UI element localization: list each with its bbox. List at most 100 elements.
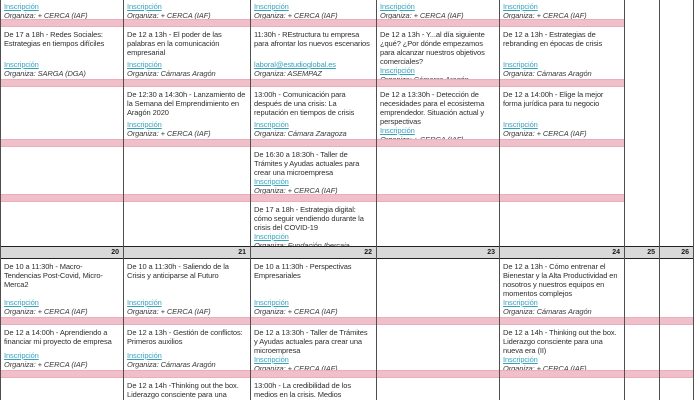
inscription-link[interactable]: Inscripción <box>503 120 538 129</box>
inscription-link[interactable]: Inscripción <box>127 351 162 360</box>
event-cell: Inscripción Organiza: + CERCA (IAF) <box>124 0 249 19</box>
event-organizer: Organiza: + CERCA (IAF) <box>503 11 587 19</box>
inscription-link[interactable]: Inscripción <box>254 298 289 307</box>
event-organizer: Organiza: + CERCA (IAF) <box>254 307 338 316</box>
event-cell: Inscripción Organiza: + CERCA (IAF) <box>377 0 498 19</box>
inscription-link[interactable]: Inscripción <box>127 120 162 129</box>
event-cell: De 12 a 13h - Y...al día siguiente ¿qué?… <box>377 28 498 79</box>
event-organizer: Organiza: + CERCA (IAF) <box>503 364 587 370</box>
pink-separator-band <box>0 139 624 147</box>
event-organizer: Organiza: Cámaras Aragón <box>127 360 216 369</box>
event-cell: De 17 a 18h - Redes Sociales: Estrategia… <box>1 28 122 79</box>
grid-line-vertical <box>659 0 660 400</box>
inscription-link[interactable]: Inscripción <box>503 2 538 11</box>
event-title: De 10 a 11:30h - Perspectivas Empresaria… <box>254 262 352 280</box>
event-cell: Inscripción Organiza: + CERCA (IAF) <box>1 0 122 19</box>
event-cell: De 12 a 13h - Gestión de conflictos: Pri… <box>124 326 249 370</box>
event-cell: De 12 a 13h - Estrategias de rebranding … <box>500 28 624 79</box>
event-cell: Inscripción Organiza: + CERCA (IAF) <box>500 0 624 19</box>
event-title: De 12 a 14:00h - Elige la mejor forma ju… <box>503 90 604 108</box>
inscription-link[interactable]: Inscripción <box>254 2 289 11</box>
grid-line-vertical <box>624 0 625 400</box>
inscription-link[interactable]: Inscripción <box>127 60 162 69</box>
event-title: De 12 a 13:30h - Detección de necesidade… <box>380 90 485 126</box>
event-title: De 12 a 14:00h - Aprendiendo a financiar… <box>4 328 112 346</box>
inscription-link[interactable]: Inscripción <box>503 60 538 69</box>
event-cell: 13:00h - La credibilidad de los medios e… <box>251 379 375 400</box>
event-organizer: Organiza: Cámaras Aragón <box>503 307 592 316</box>
day-number-row: 20 21 22 23 24 25 26 <box>0 246 694 259</box>
event-organizer: Organiza: SARGA (DGA) <box>4 69 86 78</box>
event-organizer: Organiza: + CERCA (IAF) <box>503 129 587 138</box>
inscription-link[interactable]: Inscripción <box>4 2 39 11</box>
event-cell: De 12 a 14:00h - Aprendiendo a financiar… <box>1 326 122 370</box>
event-cell: De 10 a 11:30h - Macro-Tendencias Post-C… <box>1 260 122 317</box>
inscription-link[interactable]: Inscripción <box>127 298 162 307</box>
inscription-link[interactable]: Inscripción <box>380 2 415 11</box>
grid-line-vertical <box>376 0 377 400</box>
event-title: De 12 a 13h - Cómo entrenar el Bienestar… <box>503 262 618 298</box>
event-title: De 12 a 13h - Gestión de conflictos: Pri… <box>127 328 243 346</box>
inscription-link[interactable]: Inscripción <box>503 355 538 364</box>
day-number: 20 <box>111 249 119 256</box>
day-number: 23 <box>487 249 495 256</box>
event-cell: 11:30h - REstructura tu empresa para afr… <box>251 28 375 79</box>
day-number: 21 <box>238 249 246 256</box>
day-number: 25 <box>647 249 655 256</box>
event-organizer: Organiza: + CERCA (IAF) <box>127 307 211 316</box>
event-organizer: Organiza: Cámaras Aragón <box>503 69 592 78</box>
inscription-link[interactable]: Inscripción <box>380 66 415 75</box>
event-organizer: Organiza: Cámaras Aragón <box>380 75 495 79</box>
event-cell: De 12 a 14h -Thinking out the box. Lider… <box>124 379 249 400</box>
event-title: De 10 a 11:30h - Saliendo de la Crisis y… <box>127 262 229 280</box>
event-title: 13:00h - Comunicación para después de un… <box>254 90 355 117</box>
event-title: De 12 a 13:30h - Taller de Trámites y Ay… <box>254 328 368 355</box>
event-cell: Inscripción Organiza: + CERCA (IAF) <box>251 0 375 19</box>
event-title: De 12 a 14h - Thinking out the box. Lide… <box>503 328 617 355</box>
event-cell: De 10 a 11:30h - Saliendo de la Crisis y… <box>124 260 249 317</box>
event-cell: De 12 a 13:30h - Detección de necesidade… <box>377 88 498 139</box>
inscription-link[interactable]: Inscripción <box>254 232 289 241</box>
inscription-link[interactable]: Inscripción <box>380 126 415 135</box>
event-cell: De 10 a 11:30h - Perspectivas Empresaria… <box>251 260 375 317</box>
event-organizer: Organiza: + CERCA (IAF) <box>4 11 88 19</box>
inscription-link[interactable]: Inscripción <box>4 298 39 307</box>
pink-separator-band <box>0 317 693 325</box>
event-title: De 17 a 18h - Redes Sociales: Estrategia… <box>4 30 105 48</box>
event-organizer: Organiza: Fundación Ibercaja <box>254 241 350 246</box>
event-organizer: Organiza: + CERCA (IAF) <box>254 364 338 370</box>
event-title: 11:30h - REstructura tu empresa para afr… <box>254 30 370 48</box>
event-cell: De 12 a 14h - Thinking out the box. Lide… <box>500 326 624 370</box>
event-title: De 16:30 a 18:30h - Taller de Trámites y… <box>254 150 360 177</box>
event-cell: De 12 a 14:00h - Elige la mejor forma ju… <box>500 88 624 139</box>
event-organizer: Organiza: ASEMPAZ <box>254 69 322 78</box>
event-title: De 12:30 a 14:30h - Lanzamiento de la Se… <box>127 90 246 117</box>
pink-separator-band <box>0 19 624 27</box>
event-organizer: Organiza: + CERCA (IAF) <box>254 11 338 19</box>
grid-line-vertical <box>250 0 251 400</box>
inscription-link[interactable]: Inscripción <box>127 2 162 11</box>
inscription-link[interactable]: Inscripción <box>254 177 289 186</box>
grid-line-vertical <box>499 0 500 400</box>
inscription-link[interactable]: Inscripción <box>254 120 289 129</box>
event-title: De 12 a 13h - El poder de las palabras e… <box>127 30 222 57</box>
inscription-link[interactable]: Inscripción <box>4 60 39 69</box>
event-title: De 10 a 11:30h - Macro-Tendencias Post-C… <box>4 262 103 289</box>
event-organizer: Organiza: Cámara Zaragoza <box>254 129 347 138</box>
event-cell: De 16:30 a 18:30h - Taller de Trámites y… <box>251 148 375 194</box>
event-organizer: Organiza: + CERCA (IAF) <box>4 360 88 369</box>
day-number: 22 <box>364 249 372 256</box>
pink-separator-band <box>0 370 693 378</box>
inscription-link[interactable]: Inscripción <box>254 355 289 364</box>
inscription-link[interactable]: Inscripción <box>503 298 538 307</box>
event-organizer: Organiza: + CERCA (IAF) <box>127 11 211 19</box>
event-cell: De 12 a 13h - El poder de las palabras e… <box>124 28 249 79</box>
event-cell: 13:00h - Comunicación para después de un… <box>251 88 375 139</box>
inscription-link[interactable]: Inscripción <box>4 351 39 360</box>
event-cell: De 17 a 18h - Estrategia digital: cómo s… <box>251 203 375 246</box>
event-title: De 12 a 14h -Thinking out the box. Lider… <box>127 381 239 400</box>
email-link[interactable]: laboral@estudioglobal.es <box>254 60 336 69</box>
event-organizer: Organiza: + CERCA (IAF) <box>254 186 338 194</box>
event-title: De 12 a 13h - Estrategias de rebranding … <box>503 30 603 48</box>
